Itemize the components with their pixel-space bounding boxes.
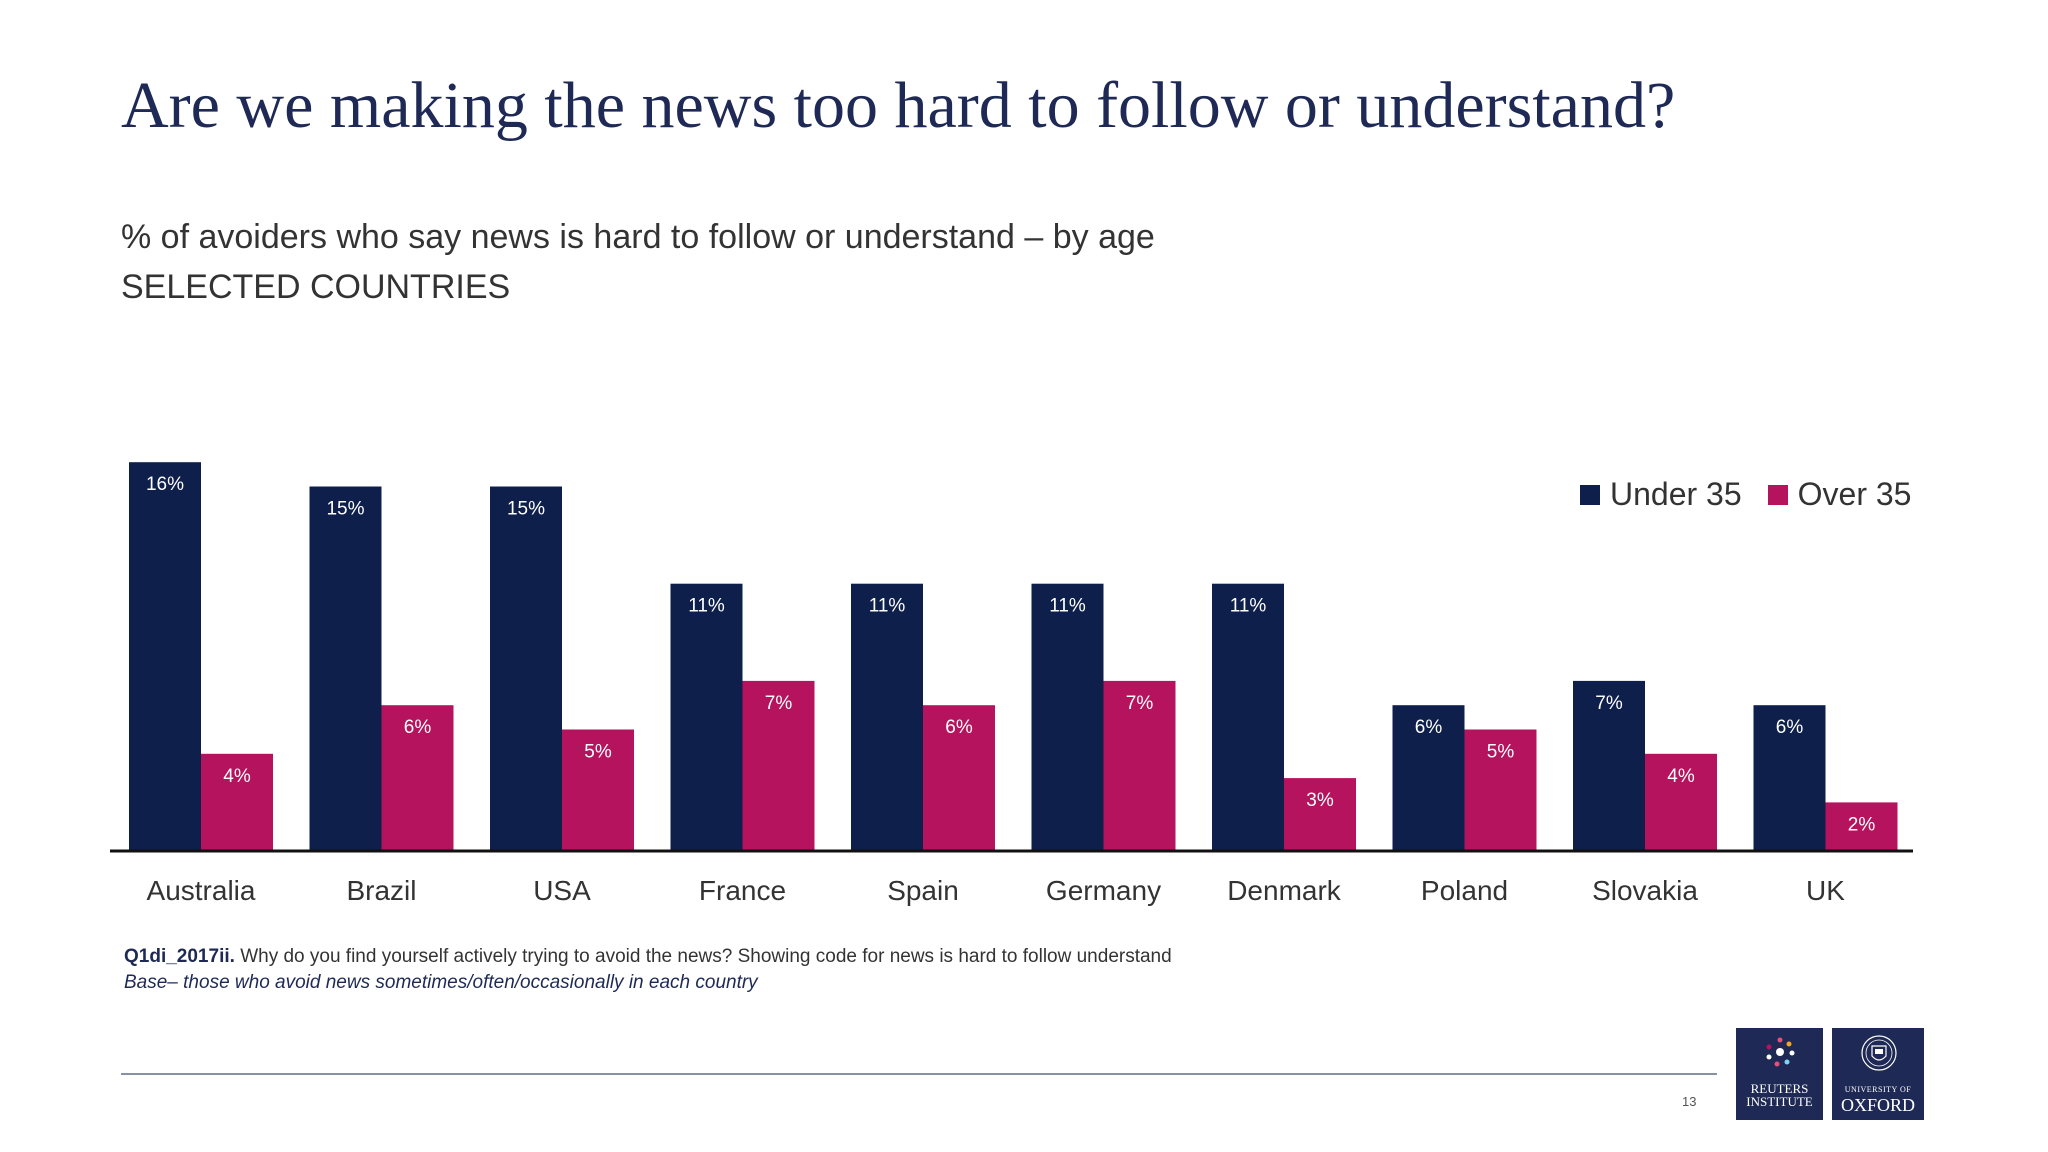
data-label-under35-denmark: 11% bbox=[1230, 596, 1267, 617]
chart-scope-label: SELECTED COUNTRIES bbox=[121, 268, 511, 306]
bar-under35-australia bbox=[129, 462, 201, 851]
bar-over35-france bbox=[742, 680, 815, 851]
oxford-logo-line2: OXFORD bbox=[1840, 1095, 1915, 1115]
category-label-denmark: Denmark bbox=[1227, 875, 1342, 906]
data-label-over35-poland: 5% bbox=[1487, 742, 1515, 763]
footnote-base: Base– those who avoid news sometimes/oft… bbox=[124, 972, 758, 993]
footnote-question-code: Q1di_2017ii. bbox=[124, 946, 235, 967]
bar-under35-germany bbox=[1031, 583, 1104, 851]
legend-item-over35: Over 35 bbox=[1767, 476, 1912, 513]
legend-swatch-over35 bbox=[1767, 484, 1788, 505]
data-label-under35-slovakia: 7% bbox=[1595, 693, 1623, 714]
category-label-germany: Germany bbox=[1046, 875, 1161, 906]
bar-over35-usa bbox=[562, 729, 634, 851]
bar-over35-germany bbox=[1103, 680, 1176, 851]
reuters-institute-logo: REUTERS INSTITUTE bbox=[1736, 1028, 1823, 1120]
bar-over35-spain bbox=[923, 705, 995, 851]
oxford-university-logo: UNIVERSITY OF OXFORD bbox=[1832, 1028, 1924, 1120]
data-label-over35-brazil: 6% bbox=[404, 717, 432, 738]
data-label-over35-denmark: 3% bbox=[1306, 790, 1334, 811]
data-label-over35-france: 7% bbox=[765, 693, 793, 714]
data-label-over35-usa: 5% bbox=[584, 742, 612, 763]
category-label-uk: UK bbox=[1806, 875, 1845, 906]
reuters-dots-icon bbox=[1766, 1037, 1795, 1067]
bar-over35-uk bbox=[1825, 802, 1898, 851]
category-label-france: France bbox=[699, 875, 786, 906]
category-label-usa: USA bbox=[533, 875, 591, 906]
bar-under35-denmark bbox=[1212, 583, 1284, 851]
legend-item-under35: Under 35 bbox=[1580, 476, 1742, 513]
category-label-spain: Spain bbox=[887, 875, 959, 906]
category-label-australia: Australia bbox=[147, 875, 256, 906]
data-label-under35-poland: 6% bbox=[1415, 717, 1443, 738]
bar-under35-brazil bbox=[309, 486, 382, 851]
data-label-over35-australia: 4% bbox=[223, 766, 251, 787]
grouped-bar-chart: 16% 4% Australia 15% 6% Brazil 15% 5% USA 11% 7% Fr… bbox=[110, 462, 1913, 906]
legend-label-under35: Under 35 bbox=[1610, 476, 1742, 512]
category-label-slovakia: Slovakia bbox=[1592, 875, 1698, 906]
bar-over35-slovakia bbox=[1645, 753, 1717, 851]
data-label-under35-spain: 11% bbox=[869, 596, 906, 617]
data-label-under35-uk: 6% bbox=[1776, 717, 1804, 738]
bar-under35-poland bbox=[1392, 705, 1465, 851]
footnote-question-text: Why do you find yourself actively trying… bbox=[240, 946, 1172, 967]
data-label-under35-usa: 15% bbox=[507, 499, 545, 520]
data-label-over35-slovakia: 4% bbox=[1667, 766, 1695, 787]
bar-over35-brazil bbox=[381, 705, 454, 851]
data-label-under35-germany: 11% bbox=[1049, 596, 1086, 617]
chart-subtitle: % of avoiders who say news is hard to fo… bbox=[121, 218, 1155, 256]
footnote-question: Q1di_2017ii. Why do you find yourself ac… bbox=[124, 946, 1172, 968]
category-label-brazil: Brazil bbox=[346, 875, 416, 906]
bar-under35-uk bbox=[1753, 705, 1826, 851]
reuters-logo-line2: INSTITUTE bbox=[1746, 1094, 1813, 1109]
bar-over35-poland bbox=[1464, 729, 1537, 851]
data-label-under35-australia: 16% bbox=[146, 474, 184, 495]
bar-over35-denmark bbox=[1284, 778, 1356, 851]
data-label-over35-germany: 7% bbox=[1126, 693, 1154, 714]
data-label-under35-france: 11% bbox=[688, 596, 725, 617]
footer-divider bbox=[121, 1073, 1717, 1075]
slide-title: Are we making the news too hard to follo… bbox=[121, 69, 1676, 142]
bar-under35-usa bbox=[490, 486, 562, 851]
bar-over35-australia bbox=[201, 753, 273, 851]
page-number: 13 bbox=[1682, 1094, 1697, 1109]
legend-swatch-under35 bbox=[1580, 484, 1600, 505]
data-label-over35-spain: 6% bbox=[945, 717, 973, 738]
oxford-crest-icon bbox=[1861, 1035, 1897, 1071]
bar-under35-france bbox=[670, 583, 743, 851]
chart-legend: Under 35 Over 35 bbox=[1580, 476, 1911, 513]
category-label-poland: Poland bbox=[1421, 875, 1508, 906]
reuters-logo-line1: REUTERS bbox=[1750, 1081, 1809, 1096]
data-label-over35-uk: 2% bbox=[1848, 814, 1876, 835]
oxford-logo-line1: UNIVERSITY OF bbox=[1844, 1085, 1912, 1094]
bar-under35-spain bbox=[851, 583, 923, 851]
data-label-under35-brazil: 15% bbox=[326, 499, 364, 520]
legend-label-over35: Over 35 bbox=[1797, 476, 1912, 512]
bar-under35-slovakia bbox=[1573, 680, 1645, 851]
